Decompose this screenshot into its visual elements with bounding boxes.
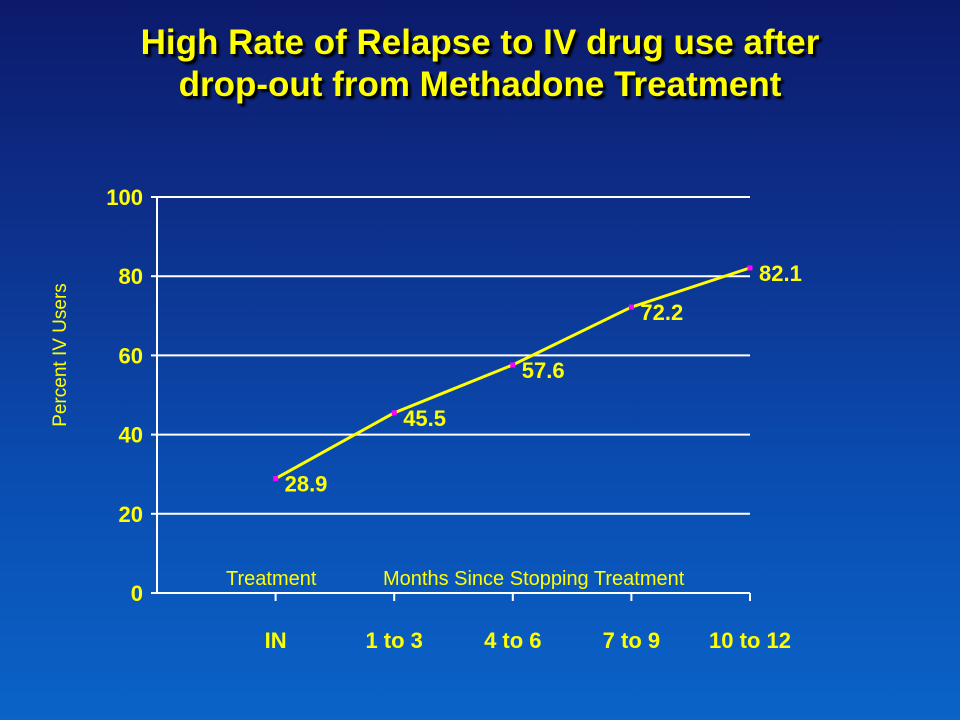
- x-tick-label-4: 10 to 12: [709, 628, 791, 653]
- data-label-2: 57.6: [522, 358, 565, 383]
- data-label-4: 82.1: [759, 261, 802, 286]
- y-tick-label-20: 20: [119, 502, 143, 527]
- title-line-2: drop-out from Methadone Treatment: [178, 65, 782, 104]
- data-label-1: 45.5: [403, 406, 446, 431]
- data-point-2: [510, 362, 516, 368]
- months-annotation: Months Since Stopping Treatment: [383, 568, 685, 590]
- x-tick-label-2: 4 to 6: [484, 628, 541, 653]
- y-tick-label-60: 60: [119, 343, 143, 368]
- y-tick-label-80: 80: [119, 264, 143, 289]
- data-point-1: [391, 410, 397, 416]
- x-tick-label-1: 1 to 3: [365, 628, 422, 653]
- x-tick-label-0: IN: [265, 628, 287, 653]
- treatment-annotation: Treatment: [226, 568, 317, 590]
- title-line-1: High Rate of Relapse to IV drug use afte…: [140, 23, 820, 62]
- chart-title: High Rate of Relapse to IV drug use afte…: [20, 22, 940, 106]
- data-point-4: [747, 265, 753, 271]
- data-point-0: [273, 476, 279, 482]
- x-tick-label-3: 7 to 9: [603, 628, 660, 653]
- y-tick-label-100: 100: [106, 185, 143, 210]
- y-tick-label-0: 0: [131, 581, 143, 606]
- data-point-3: [628, 304, 634, 310]
- data-label-3: 72.2: [640, 300, 683, 325]
- data-label-0: 28.9: [285, 472, 328, 497]
- y-tick-label-40: 40: [119, 423, 143, 448]
